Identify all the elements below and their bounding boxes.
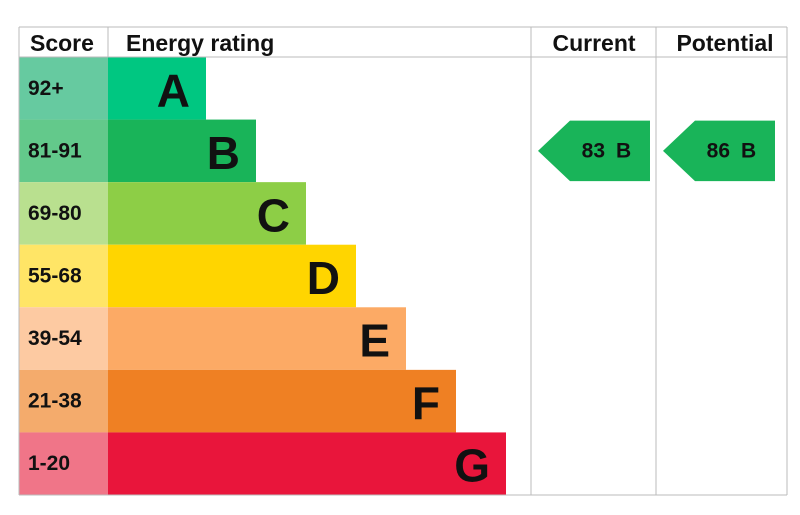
rating-bar bbox=[108, 244, 356, 308]
rating-letter: E bbox=[359, 315, 390, 367]
rating-bar bbox=[108, 369, 456, 433]
current-arrow bbox=[538, 120, 650, 182]
score-cell bbox=[19, 432, 108, 495]
score-cell bbox=[19, 57, 108, 120]
score-cell bbox=[19, 244, 108, 308]
table-frame bbox=[18, 26, 788, 496]
potential-rating: B bbox=[741, 139, 756, 162]
rating-bar bbox=[108, 119, 256, 183]
score-range: 69-80 bbox=[28, 202, 82, 225]
header-potential: Potential bbox=[676, 30, 773, 56]
score-range: 81-91 bbox=[28, 139, 82, 162]
rating-letter: B bbox=[207, 127, 240, 179]
current-rating: B bbox=[616, 139, 631, 162]
header-rating: Energy rating bbox=[126, 30, 274, 56]
score-cell bbox=[19, 119, 108, 183]
score-cell bbox=[19, 369, 108, 433]
header-score: Score bbox=[30, 30, 94, 56]
score-range: 21-38 bbox=[28, 390, 82, 413]
score-cell bbox=[19, 307, 108, 370]
rating-bar bbox=[108, 57, 206, 120]
rating-letter: A bbox=[157, 64, 190, 116]
rating-bar bbox=[108, 182, 306, 245]
header-current: Current bbox=[552, 30, 635, 56]
potential-arrow bbox=[663, 120, 775, 182]
rating-letter: D bbox=[307, 252, 340, 304]
score-range: 1-20 bbox=[28, 452, 70, 475]
score-range: 39-54 bbox=[28, 327, 82, 350]
rating-bar bbox=[108, 307, 406, 370]
rating-letter: C bbox=[257, 189, 290, 241]
current-score: 83 bbox=[582, 139, 605, 162]
potential-score: 86 bbox=[707, 139, 730, 162]
score-range: 55-68 bbox=[28, 265, 82, 288]
rating-bar bbox=[108, 432, 506, 495]
rating-letter: G bbox=[454, 440, 490, 492]
score-range: 92+ bbox=[28, 77, 64, 100]
rating-letter: F bbox=[412, 377, 440, 429]
score-cell bbox=[19, 182, 108, 245]
